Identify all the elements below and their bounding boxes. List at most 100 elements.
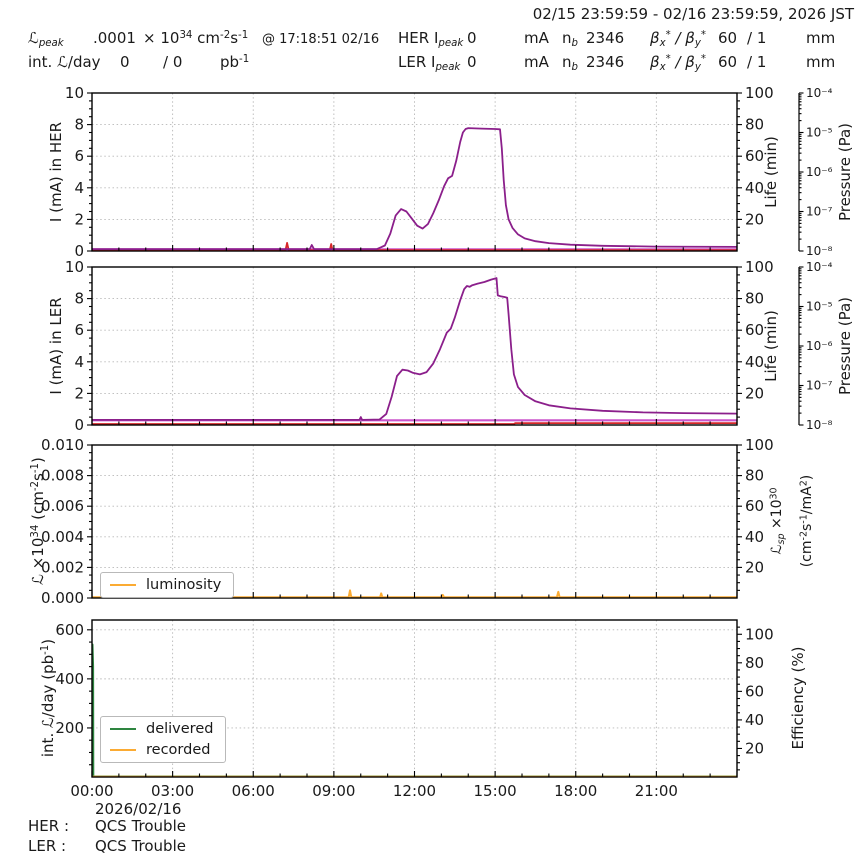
x-tick-label: 12:00 bbox=[393, 782, 436, 800]
legend-item-delivered: delivered bbox=[110, 721, 213, 737]
x-axis-date-label: 2026/02/16 bbox=[95, 800, 182, 818]
intl-value: 0 bbox=[120, 53, 130, 71]
intlum-y-tick-label: 200 bbox=[55, 719, 84, 737]
her-pressure-tick-label: 10⁻⁴ bbox=[806, 86, 833, 100]
ler-beta-unit: mm bbox=[806, 53, 836, 71]
luminosity-line-swatch bbox=[110, 584, 136, 586]
her-y-tick-label: 0 bbox=[74, 242, 84, 260]
intlum-right-tick-label: 20 bbox=[745, 739, 764, 757]
her-beta-sep: / 1 bbox=[747, 29, 767, 47]
lpeak-time: @ 17:18:51 02/16 bbox=[262, 32, 380, 47]
lpeak-value: .0001 bbox=[93, 29, 136, 47]
lum-y-tick-label: 0.002 bbox=[41, 558, 84, 576]
lum-right-tick-label: 40 bbox=[745, 528, 764, 546]
lum-right-tick-label: 20 bbox=[745, 558, 764, 576]
lum-right-tick-label: 100 bbox=[745, 436, 774, 454]
delivered-line-swatch bbox=[110, 728, 136, 730]
her-status-value: QCS Trouble bbox=[95, 817, 186, 835]
her-y-tick-label: 6 bbox=[74, 147, 84, 165]
lpeak-label: ℒpeak bbox=[28, 29, 64, 50]
x-tick-label: 21:00 bbox=[635, 782, 678, 800]
her-y-axis-label: I (mA) in HER bbox=[47, 121, 65, 223]
her-y-tick-label: 8 bbox=[74, 116, 84, 134]
luminosity-legend-label: luminosity bbox=[146, 577, 222, 593]
lum-y-tick-label: 0.000 bbox=[41, 589, 84, 607]
x-tick-label: 03:00 bbox=[151, 782, 194, 800]
ler-beta-label: βx* / βy* bbox=[650, 53, 706, 74]
intlum-right-tick-label: 80 bbox=[745, 654, 764, 672]
her-right-tick-label: 80 bbox=[745, 116, 764, 134]
her-nb-label: nb bbox=[562, 29, 578, 50]
ler-life-axis-label: Life (min) bbox=[762, 310, 780, 382]
lum-y-axis-label: ℒ ×1034 (cm-2s-1) bbox=[29, 457, 47, 585]
plot-lum: 0.000 0.002 0.004 0.006 0.008 0.010 20 40 60 80 10… bbox=[41, 436, 774, 607]
ler-y-tick-label: 8 bbox=[74, 290, 84, 308]
her-y-tick-label: 4 bbox=[74, 179, 84, 197]
x-tick-label: 09:00 bbox=[312, 782, 355, 800]
ler-ipeak-label: LER Ipeak bbox=[398, 53, 461, 74]
ler-nb-label: nb bbox=[562, 53, 578, 74]
lum-y-tick-label: 0.006 bbox=[41, 497, 84, 515]
ler-ipeak-unit: mA bbox=[524, 53, 549, 71]
plot-ler: 0 2 4 6 8 10 20 40 60 80 100 10⁻⁴ 10⁻⁵ 10⁻⁶ 10⁻⁷ 10⁻⁸ bbox=[65, 258, 833, 434]
ler-right-tick-label: 100 bbox=[745, 258, 774, 276]
luminosity-legend: luminosity bbox=[100, 572, 235, 598]
her-y-tick-label: 10 bbox=[65, 84, 84, 102]
lum-right-tick-label: 80 bbox=[745, 467, 764, 485]
her-nb-value: 2346 bbox=[586, 29, 625, 47]
her-right-tick-label: 100 bbox=[745, 84, 774, 102]
lum-y-tick-label: 0.008 bbox=[41, 467, 84, 485]
ler-y-tick-label: 4 bbox=[74, 353, 84, 371]
x-tick-label: 06:00 bbox=[232, 782, 275, 800]
ler-right-tick-label: 60 bbox=[745, 321, 764, 339]
her-beta-value: 60 bbox=[718, 29, 738, 47]
her-status-label: HER : bbox=[28, 817, 70, 835]
lum-y-tick-label: 0.010 bbox=[41, 436, 84, 454]
her-pressure-tick-label: 10⁻⁷ bbox=[806, 205, 833, 219]
her-right-tick-label: 60 bbox=[745, 147, 764, 165]
intlum-y-tick-label: 400 bbox=[55, 670, 84, 688]
x-tick-label: 00:00 bbox=[70, 782, 113, 800]
ler-y-tick-label: 10 bbox=[65, 258, 84, 276]
recorded-legend-label: recorded bbox=[146, 742, 211, 758]
ler-ipeak-value: 0 bbox=[467, 53, 477, 71]
legend-item-recorded: recorded bbox=[110, 742, 213, 758]
ler-status-label: LER : bbox=[28, 837, 67, 855]
her-pressure-tick-label: 10⁻⁵ bbox=[806, 126, 833, 140]
intl-sep: / 0 bbox=[163, 53, 183, 71]
her-ipeak-label: HER Ipeak bbox=[398, 29, 464, 50]
her-ipeak-value: 0 bbox=[467, 29, 477, 47]
ler-y-tick-label: 6 bbox=[74, 321, 84, 339]
ler-pressure-tick-label: 10⁻⁴ bbox=[806, 260, 833, 274]
ler-status-value: QCS Trouble bbox=[95, 837, 186, 855]
ler-right-tick-label: 80 bbox=[745, 290, 764, 308]
lpeak-unit: × 1034 cm-2s-1 bbox=[143, 29, 249, 47]
intlum-right-tick-label: 40 bbox=[745, 711, 764, 729]
intlum-right-tick-label: 60 bbox=[745, 682, 764, 700]
ler-y-axis-label: I (mA) in LER bbox=[47, 297, 65, 395]
lsp-axis-label-line1: ℒsp ×1030 bbox=[768, 487, 787, 555]
intlum-y-axis-label: int. ℒ/day (pb-1) bbox=[39, 638, 57, 758]
lsp-axis-label-line2: (cm-2s-1/mA2) bbox=[798, 474, 815, 568]
her-right-tick-label: 40 bbox=[745, 179, 764, 197]
delivered-legend-label: delivered bbox=[146, 721, 214, 737]
ler-y-tick-label: 0 bbox=[74, 416, 84, 434]
efficiency-axis-label: Efficiency (%) bbox=[789, 646, 807, 750]
plot-her: 0 2 4 6 8 10 20 40 60 80 100 10⁻⁴ 10⁻⁵ 10⁻⁶ 10⁻⁷ 10⁻⁸ bbox=[65, 84, 833, 260]
her-pressure-tick-label: 10⁻⁸ bbox=[806, 244, 833, 258]
recorded-line-swatch bbox=[110, 749, 136, 751]
legend-item-luminosity: luminosity bbox=[110, 577, 221, 593]
ler-pressure-tick-label: 10⁻⁷ bbox=[806, 379, 833, 393]
ler-pressure-tick-label: 10⁻⁸ bbox=[806, 418, 833, 432]
x-tick-label: 18:00 bbox=[554, 782, 597, 800]
intlum-right-tick-label: 100 bbox=[745, 625, 774, 643]
ler-pressure-axis-label: Pressure (Pa) bbox=[836, 296, 854, 396]
her-y-tick-label: 2 bbox=[74, 210, 84, 228]
her-ipeak-unit: mA bbox=[524, 29, 549, 47]
x-tick-label: 15:00 bbox=[474, 782, 517, 800]
intl-unit: pb-1 bbox=[220, 53, 250, 71]
her-life-axis-label: Life (min) bbox=[762, 136, 780, 208]
lum-right-tick-label: 60 bbox=[745, 497, 764, 515]
her-beta-label: βx* / βy* bbox=[650, 29, 706, 50]
